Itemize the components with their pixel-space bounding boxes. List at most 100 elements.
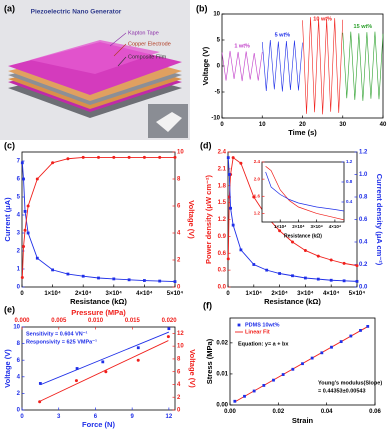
data-point [366, 324, 370, 328]
data-point [66, 157, 70, 161]
fit-line [39, 340, 169, 402]
data-point [252, 389, 256, 393]
tick-label: 10 [177, 344, 184, 350]
x-axis-label: Strain [292, 416, 314, 425]
tick-label: 1.2 [254, 211, 261, 216]
tick-label: 0.2 [359, 262, 368, 268]
tick-label: 0.8 [346, 179, 353, 184]
data-point [143, 279, 146, 282]
panel-label: (d) [200, 140, 212, 150]
y-axis-label: Voltage (V) [3, 349, 12, 388]
data-point [316, 277, 320, 281]
data-point [75, 367, 79, 370]
series-line [221, 50, 263, 82]
plot-frame [21, 151, 176, 288]
tick-label: 3 [17, 231, 21, 237]
layer-label: Kapton Tape [128, 30, 159, 36]
tick-label: 1.2 [346, 159, 353, 164]
tick-label: 12 [177, 331, 184, 337]
tick-label: 7 [17, 159, 21, 165]
series-line [342, 31, 384, 101]
tick-label: 0.015 [125, 318, 141, 324]
y-axis-label: Power density (μW cm⁻²) [204, 175, 213, 264]
tick-label: 10 [213, 12, 220, 18]
x-axis-label: Resistance (kΩ) [264, 297, 321, 306]
data-point [226, 257, 230, 261]
tick-label: 0.010 [88, 318, 104, 324]
y2-axis-label: Voltage (V) [187, 200, 196, 239]
x2-axis-label: Pressure (MPa) [71, 308, 126, 317]
panel-label: (b) [196, 3, 208, 13]
data-point [136, 358, 140, 362]
tick-label: 0.02 [216, 340, 228, 346]
data-point [303, 248, 307, 252]
tick-label: 0 [177, 285, 181, 291]
tick-label: -10 [211, 116, 220, 122]
tick-label: 0 [20, 414, 24, 420]
layer-label: Copper Electrode [128, 41, 171, 47]
data-point [231, 223, 235, 227]
data-point [301, 362, 304, 366]
data-point [173, 280, 177, 283]
data-point [281, 373, 285, 376]
tick-label: 5×10⁴ [349, 291, 366, 297]
data-point [355, 279, 359, 283]
data-point [239, 248, 243, 252]
plot-frame [221, 13, 384, 119]
data-point [20, 161, 24, 165]
data-point [26, 231, 30, 235]
data-point [22, 177, 25, 181]
plot-frame [261, 161, 345, 223]
data-point [51, 161, 55, 165]
x-axis-label: Resistance (kΩ) [284, 233, 322, 239]
series-line [265, 166, 345, 221]
tick-label: 1 [17, 267, 21, 273]
tick-label: 9 [130, 414, 134, 420]
tick-label: 4 [177, 231, 181, 237]
tick-label: 2×10⁴ [75, 291, 92, 297]
tick-label: 0.9 [218, 234, 227, 240]
data-point [342, 261, 346, 265]
tick-label: 4 [17, 374, 21, 380]
panel-label: (e) [4, 304, 15, 314]
data-point [112, 155, 116, 159]
tick-label: 2 [17, 249, 21, 255]
data-point [243, 394, 246, 398]
data-point [359, 329, 362, 332]
panel-label: (f) [203, 300, 212, 310]
tick-label: 3×10⁴ [297, 291, 314, 297]
annotation: Sensitivity = 0.604 VN⁻¹ [26, 330, 88, 337]
data-point [349, 334, 353, 338]
tick-label: 8 [177, 357, 181, 363]
data-point [158, 155, 162, 159]
data-point [355, 264, 359, 268]
layer-label: Composite Film [128, 54, 167, 60]
tick-label: 0 [20, 291, 24, 297]
data-point [112, 277, 116, 281]
series-label: 5 wt% [275, 32, 291, 38]
tick-label: 0.06 [369, 409, 381, 415]
series-label: 1 wt% [234, 43, 250, 49]
series-line [302, 17, 344, 115]
tick-label: 0.0 [359, 285, 368, 291]
tick-label: 4×10⁴ [329, 224, 341, 229]
tick-label: 0.8 [359, 195, 368, 201]
tick-label: 40 [380, 122, 387, 128]
tick-label: 10 [177, 150, 184, 156]
data-point [136, 346, 140, 350]
tick-label: 0.00 [216, 403, 228, 409]
tick-label: 2 [177, 395, 181, 401]
panel-label: (a) [4, 3, 15, 13]
data-point [291, 367, 295, 371]
tick-label: 0 [17, 408, 21, 414]
series-label: 10 wt% [313, 16, 332, 22]
data-point [74, 379, 78, 383]
data-point [173, 155, 177, 159]
fit-line [40, 331, 170, 386]
panel-label: (c) [4, 140, 15, 150]
leader-line [113, 43, 127, 57]
data-point [97, 155, 100, 159]
tick-label: 0.3 [218, 268, 227, 274]
data-point [142, 155, 146, 159]
